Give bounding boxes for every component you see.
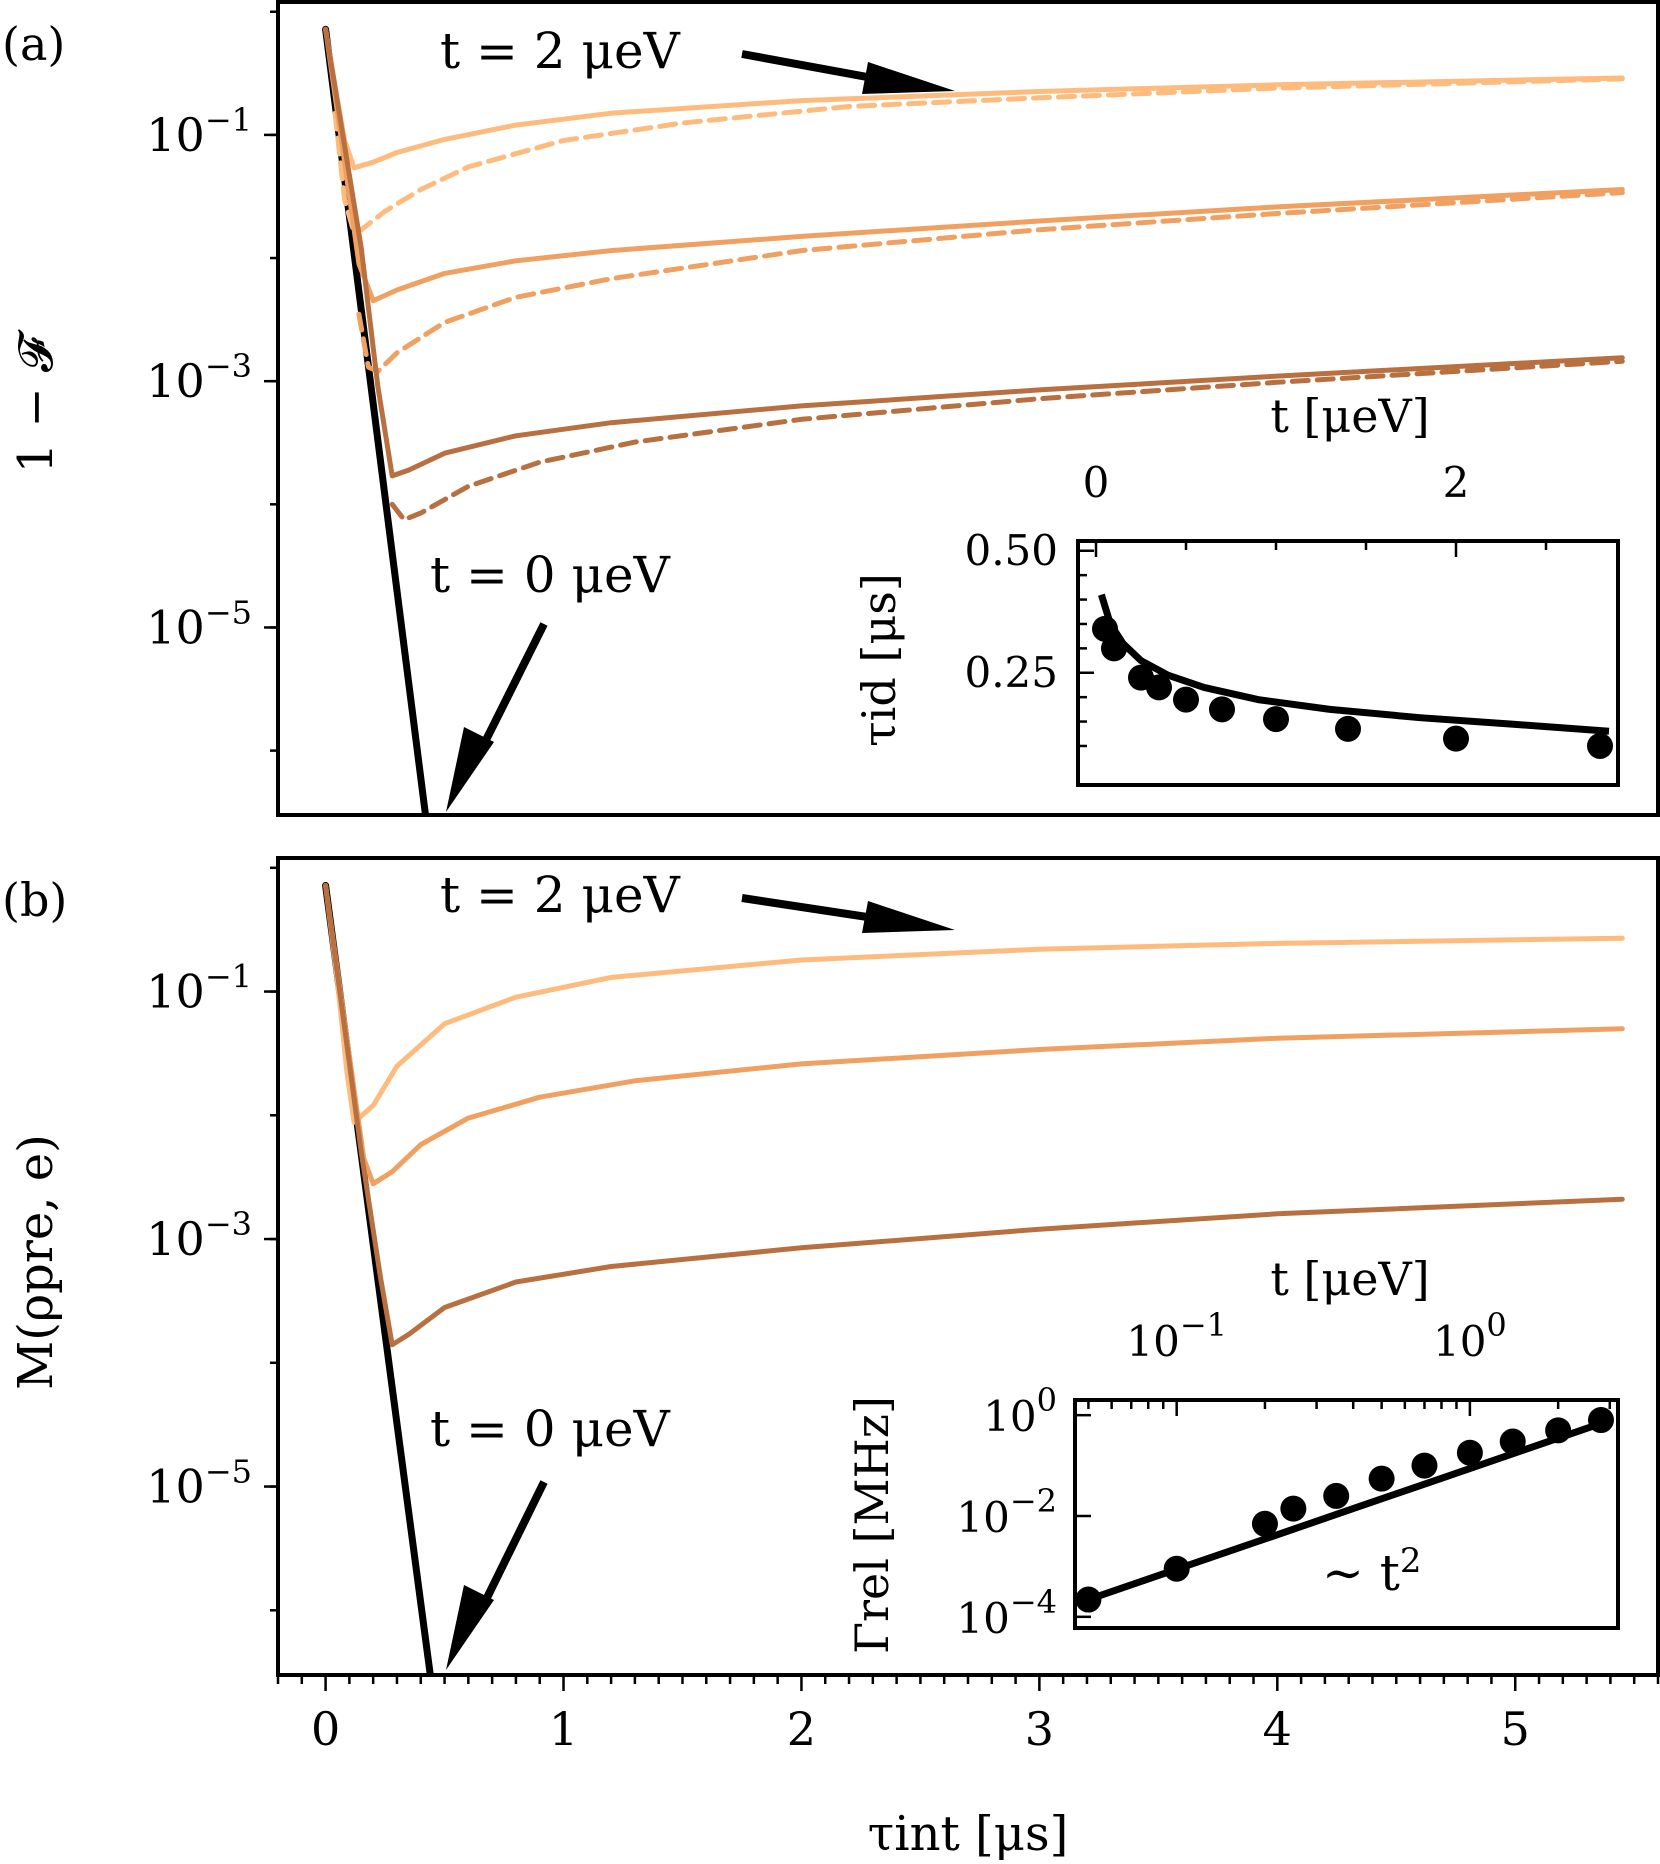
panel-b-ytick-labels: 10−1 10−3 10−5 bbox=[146, 866, 278, 1612]
inset-b-point bbox=[1323, 1482, 1350, 1509]
inset-b-xtick-label-1: 100 bbox=[1433, 1306, 1507, 1366]
inset-b-ylabel: Γrel [MHz] bbox=[845, 1396, 899, 1654]
inset-b-point bbox=[1456, 1439, 1483, 1466]
inset-a-point bbox=[1092, 615, 1118, 642]
inset-a-data bbox=[1092, 593, 1613, 759]
inset-a-point bbox=[1263, 706, 1289, 733]
inset-b-point bbox=[1499, 1428, 1526, 1455]
inset-b-ticks: 10−1 100 100 10−2 10−4 bbox=[956, 1306, 1612, 1643]
inset-b-point bbox=[1368, 1465, 1395, 1492]
panel-a-arrow-t0 bbox=[446, 622, 548, 812]
panel-b-label: (b) bbox=[2, 873, 67, 927]
panel-a-series-3 bbox=[323, 26, 1625, 304]
panel-a-series-2 bbox=[332, 76, 1625, 236]
panel-a-series-5 bbox=[323, 26, 1625, 479]
inset-b-point bbox=[1251, 1510, 1278, 1537]
inset-b-xtick-label-0: 10−1 bbox=[1126, 1306, 1227, 1366]
inset-b-point bbox=[1075, 1586, 1102, 1613]
inset-b-point bbox=[1587, 1407, 1614, 1434]
inset-b-point bbox=[1163, 1555, 1190, 1582]
inset-a-ytick-label-1: 0.25 bbox=[964, 648, 1058, 697]
panel-b-xtick-label-1: 1 bbox=[549, 1702, 578, 1756]
panel-a-ytick-label-0: 10−1 bbox=[146, 101, 252, 162]
panel-b-annotation-t2: t = 2 μeV bbox=[440, 866, 681, 924]
panel-b: (b) M(ρpre, e) 10−1 10−3 10−5 0 1 2 3 4 5 τint … bbox=[2, 856, 1660, 1862]
panel-a-frame bbox=[276, 0, 1660, 817]
panel-b-xlabel: τint [μs] bbox=[868, 1806, 1069, 1862]
panel-b-arrow-t2 bbox=[741, 894, 955, 933]
panel-a-series-4 bbox=[356, 190, 1625, 374]
inset-a-frame bbox=[1076, 539, 1620, 787]
inset-a-point bbox=[1173, 686, 1199, 713]
inset-a-point bbox=[1209, 696, 1235, 723]
inset-a-point bbox=[1335, 715, 1361, 742]
inset-b-data bbox=[1075, 1407, 1614, 1613]
panel-b-xtick-label-4: 4 bbox=[1263, 1702, 1292, 1756]
panel-b-series bbox=[322, 882, 1625, 1675]
panel-b-frame bbox=[276, 856, 1660, 1677]
inset-a-xlabel: t [μeV] bbox=[1270, 389, 1429, 443]
panel-b-annotation-t0: t = 0 μeV bbox=[430, 1400, 671, 1458]
inset-a-ticks: 0 2 0.50 0.25 bbox=[964, 458, 1548, 748]
inset-b-ytick-label-0: 100 bbox=[983, 1381, 1057, 1441]
panel-a-ytick-labels: 10−1 10−3 10−5 bbox=[146, 10, 278, 752]
inset-b-point bbox=[1280, 1495, 1307, 1522]
panel-b-xaxis: 0 1 2 3 4 5 bbox=[276, 1675, 1660, 1756]
panel-b-ytick-label-1: 10−3 bbox=[146, 1205, 252, 1266]
panel-b-xtick-label-2: 2 bbox=[787, 1702, 816, 1756]
panel-b-ytick-label-2: 10−5 bbox=[146, 1453, 252, 1514]
panel-b-series-2 bbox=[323, 883, 1625, 1187]
inset-b-xlabel: t [μeV] bbox=[1270, 1252, 1429, 1306]
panel-b-xtick-label-5: 5 bbox=[1501, 1702, 1530, 1756]
panel-a: (a) 1 − 𝓕 10−1 10−3 10−5 t = 2 μeV t = 0 μ… bbox=[2, 0, 1660, 817]
panel-b-ylabel: M(ρpre, e) bbox=[8, 1134, 64, 1390]
panel-a-label: (a) bbox=[2, 17, 65, 71]
panel-a-ylabel: 1 − 𝓕 bbox=[8, 328, 64, 473]
panel-b-inset: 10−1 100 100 10−2 10−4 t [μeV] Γrel [MHz] ∼ … bbox=[845, 1252, 1620, 1654]
panel-b-series-3 bbox=[323, 883, 1625, 1348]
inset-a-ylabel: τid [μs] bbox=[852, 573, 906, 747]
panel-b-xtick-label-0: 0 bbox=[311, 1702, 340, 1756]
panel-b-series-1 bbox=[323, 883, 1625, 1125]
inset-b-ytick-label-1: 10−2 bbox=[956, 1482, 1057, 1542]
inset-b-ytick-label-2: 10−4 bbox=[956, 1583, 1057, 1643]
panel-a-series bbox=[322, 25, 1625, 815]
panel-a-ytick-label-2: 10−5 bbox=[146, 593, 252, 654]
inset-b-frame bbox=[1073, 1398, 1620, 1630]
inset-a-xtick-label-1: 2 bbox=[1443, 458, 1470, 507]
panel-b-xtick-label-3: 3 bbox=[1025, 1702, 1054, 1756]
panel-a-series-6 bbox=[389, 358, 1625, 523]
panel-a-inset: 0 2 0.50 0.25 t [μeV] τid [μs] bbox=[852, 389, 1620, 787]
inset-a-point bbox=[1146, 674, 1172, 701]
panel-a-annotation-t0: t = 0 μeV bbox=[430, 546, 671, 604]
inset-b-point bbox=[1545, 1417, 1572, 1444]
inset-b-point bbox=[1411, 1452, 1438, 1479]
inset-a-xtick-label-0: 0 bbox=[1083, 458, 1110, 507]
inset-b-annotation: ∼ t2 bbox=[1322, 1541, 1422, 1602]
panel-b-arrow-t0 bbox=[446, 1480, 548, 1670]
panel-a-ytick-label-1: 10−3 bbox=[146, 347, 252, 408]
inset-a-point bbox=[1101, 635, 1127, 662]
panel-b-ytick-label-0: 10−1 bbox=[146, 958, 252, 1019]
inset-a-ytick-label-0: 0.50 bbox=[964, 526, 1058, 575]
inset-a-fit-line bbox=[1098, 593, 1610, 735]
inset-a-point bbox=[1443, 725, 1469, 752]
panel-a-annotation-t2: t = 2 μeV bbox=[440, 22, 681, 80]
inset-a-point bbox=[1587, 732, 1613, 759]
panel-a-arrow-t2 bbox=[741, 50, 955, 94]
